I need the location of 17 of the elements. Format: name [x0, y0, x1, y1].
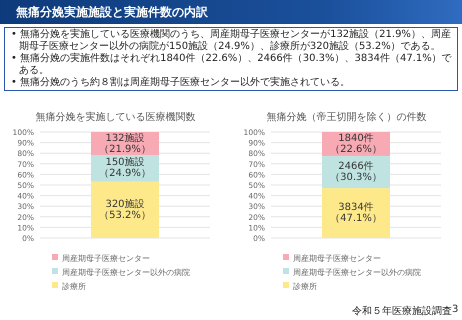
- legend-label: 診療所: [62, 282, 86, 291]
- chart-title: 無痛分娩（帝王切開を除く）の件数: [266, 111, 426, 123]
- legend-label: 周産期母子医療センター: [293, 254, 381, 263]
- data-label: 3834件（47.1%）: [329, 202, 383, 224]
- text: • 無痛分娩の実施件数はそれぞれ1840件（22.6%）、2466件（30.3%）、3834件（47.1%）である。: [11, 53, 453, 76]
- chart-title: 無痛分娩を実施している医療機関数: [36, 111, 196, 123]
- data-label: 320施設（53.2%）: [98, 198, 152, 221]
- legend-label: 周産期母子医療センター: [62, 254, 150, 263]
- data-label: 2466件（30.3%）: [329, 161, 383, 183]
- text: 3: [452, 304, 458, 315]
- legend-label: 診療所: [293, 282, 317, 291]
- legend-label: 周産期母子医療センター以外の病院: [62, 268, 190, 277]
- text: • 無痛分娩のうち約８割は周産期母子医療センター以外で実施されている。: [11, 77, 352, 89]
- legend-label: 周産期母子医療センター以外の病院: [293, 268, 421, 277]
- text: 無痛分娩実施施設と実施件数の内訳: [0, 0, 462, 24]
- text: • 無痛分娩を実施している医療機関のうち、周産期母子医療センターが132施設（21.9%）、周産期母子医療センター以外の病院が150施設（24.9%）、診療所が320施設（53.2%）である。: [11, 29, 452, 52]
- text: 令和５年医療施設調査: [352, 304, 452, 318]
